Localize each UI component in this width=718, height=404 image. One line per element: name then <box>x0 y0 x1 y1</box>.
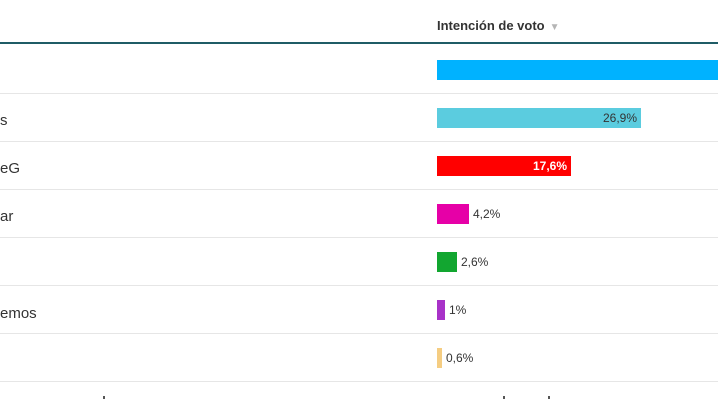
bar <box>437 60 718 80</box>
row-label: ar <box>0 208 14 225</box>
table-row <box>0 46 718 94</box>
row-label: emos <box>0 305 37 322</box>
data-label: 1% <box>449 303 467 317</box>
bar <box>437 108 641 128</box>
table-row: 2,6% <box>0 238 718 286</box>
column-title-label: Intención de voto <box>437 18 545 33</box>
footer-tick <box>548 396 550 399</box>
data-label: 17,6% <box>532 159 567 173</box>
bar <box>437 252 457 272</box>
data-label: 2,6% <box>461 255 489 269</box>
bar <box>437 348 442 368</box>
bar <box>437 204 469 224</box>
row-label: s <box>0 112 8 129</box>
bar <box>437 156 571 176</box>
table-row: s 26,9% <box>0 94 718 142</box>
table-row: eG 17,6% <box>0 142 718 190</box>
data-label: 4,2% <box>473 207 501 221</box>
column-title-vote-intention[interactable]: Intención de voto ▼ <box>437 18 560 33</box>
data-label: 0,6% <box>446 351 474 365</box>
table-row: emos 1% <box>0 286 718 334</box>
table-row: ar 4,2% <box>0 190 718 238</box>
bar <box>437 300 445 320</box>
footer-tick <box>103 396 105 399</box>
data-label: 26,9% <box>602 111 637 125</box>
table-header: Intención de voto ▼ <box>0 0 718 44</box>
footer-tick <box>503 396 505 399</box>
footer-ticks <box>0 396 718 404</box>
row-label: eG <box>0 160 21 177</box>
table-row: 0,6% <box>0 334 718 382</box>
sort-down-icon[interactable]: ▼ <box>549 22 560 33</box>
